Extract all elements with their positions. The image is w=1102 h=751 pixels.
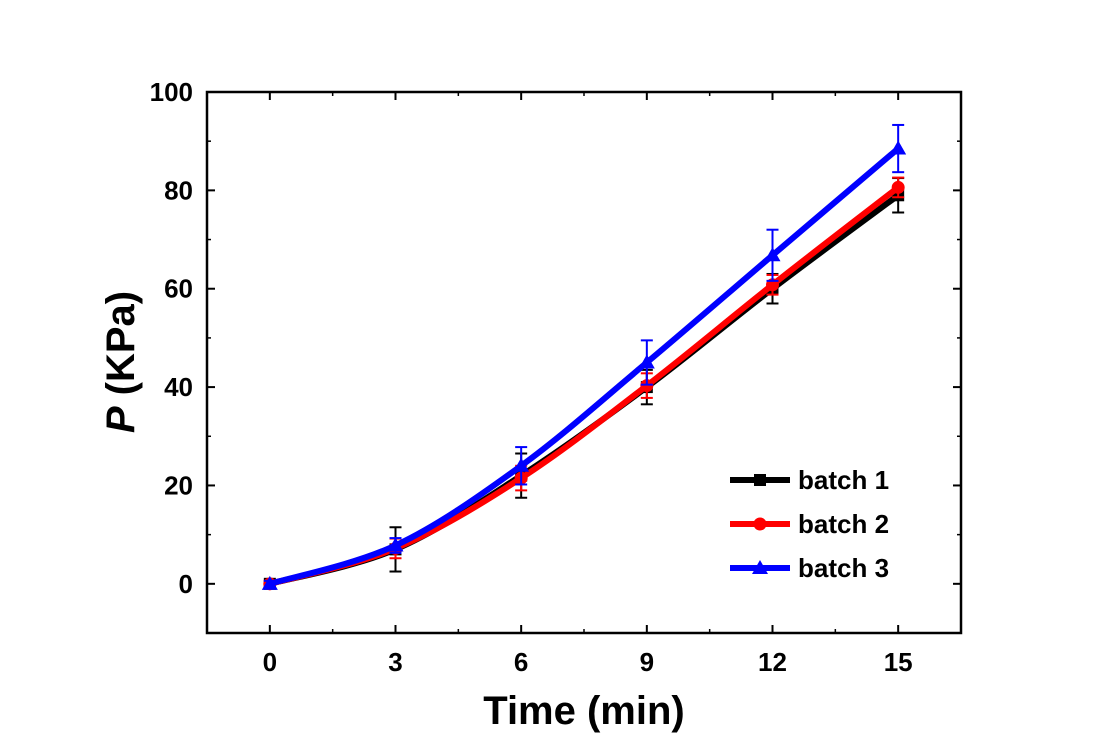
y-axis-title: P (KPa) [99,291,143,433]
y-tick-label: 80 [164,175,193,205]
plot-frame [205,90,963,635]
data-point [387,537,404,552]
legend-label: batch 3 [798,553,889,583]
x-tick-label: 9 [640,647,654,677]
data-point [513,457,530,472]
x-tick-label: 15 [884,647,913,677]
series-3 [261,123,907,590]
y-tick-label: 0 [179,569,193,599]
legend-marker [752,560,768,574]
data-point [764,247,781,262]
y-axis-unit: (KPa) [99,291,143,407]
data-series [261,123,907,591]
x-tick-label: 3 [388,647,402,677]
data-point [261,575,278,590]
legend-label: batch 2 [798,509,889,539]
data-point [638,354,655,369]
legend-item-2: batch 2 [730,509,889,539]
legend-marker [753,517,767,531]
x-tick-label: 12 [758,647,787,677]
data-point [891,180,905,194]
legend: batch 1 batch 2 batch 3 [730,465,889,583]
y-axis-symbol: P [99,406,143,433]
x-tick-label: 0 [263,647,277,677]
legend-item-1: batch 1 [730,465,889,495]
legend-item-3: batch 3 [730,553,889,583]
x-tick-label: 6 [514,647,528,677]
y-tick-label: 40 [164,372,193,402]
axis-ticks: 0 3 6 9 12 15 0 20 40 60 80 100 [150,77,961,677]
legend-marker [754,474,766,486]
y-tick-label: 20 [164,470,193,500]
y-tick-label: 100 [150,77,193,107]
legend-label: batch 1 [798,465,889,495]
series-line [268,146,901,587]
x-axis-title: Time (min) [483,689,685,733]
data-point [890,140,907,155]
y-tick-label: 60 [164,274,193,304]
